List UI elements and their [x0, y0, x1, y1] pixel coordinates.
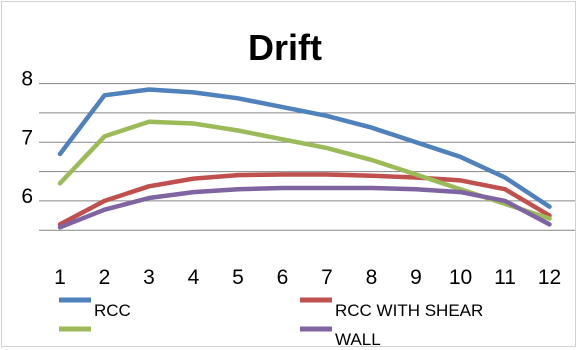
- legend-label: RCC WITH SHEAR: [335, 301, 483, 320]
- y-tick-label: 6: [21, 185, 33, 208]
- legend-label: WALL: [335, 330, 381, 347]
- x-tick-label: 11: [494, 266, 516, 289]
- chart-title: Drift: [248, 27, 322, 68]
- x-tick-label: 3: [143, 266, 155, 289]
- series-lines: [57, 87, 552, 230]
- x-tick-label: 5: [232, 266, 244, 289]
- x-tick-label: 12: [538, 266, 561, 289]
- x-tick-labels: 1 2 3 4 5 6 7 8 9 10 11 12: [54, 266, 561, 289]
- x-tick-label: 10: [449, 266, 472, 289]
- y-tick-labels: 6 7 8: [21, 68, 33, 208]
- legend: RCC RCC WITH SHEAR WALL: [59, 297, 483, 347]
- x-tick-label: 8: [366, 266, 378, 289]
- legend-label: RCC: [94, 301, 131, 320]
- x-tick-label: 6: [277, 266, 289, 289]
- line-chart: Drift 678 1 2 3 4 5 6 7 8 9 10 11 12 RCC RCC WITH SH…: [21, 27, 575, 347]
- x-tick-label: 2: [99, 266, 111, 289]
- x-tick-label: 9: [410, 266, 422, 289]
- x-tick-label: 4: [188, 266, 200, 289]
- series-line-2: [57, 172, 552, 227]
- series-line-1: [57, 87, 552, 210]
- y-tick-label: 7: [21, 126, 33, 149]
- x-tick-label: 1: [54, 266, 66, 289]
- y-tick-label: 8: [21, 68, 33, 91]
- series-line-4: [57, 185, 552, 230]
- gridlines: [39, 83, 575, 231]
- x-tick-label: 7: [321, 266, 333, 289]
